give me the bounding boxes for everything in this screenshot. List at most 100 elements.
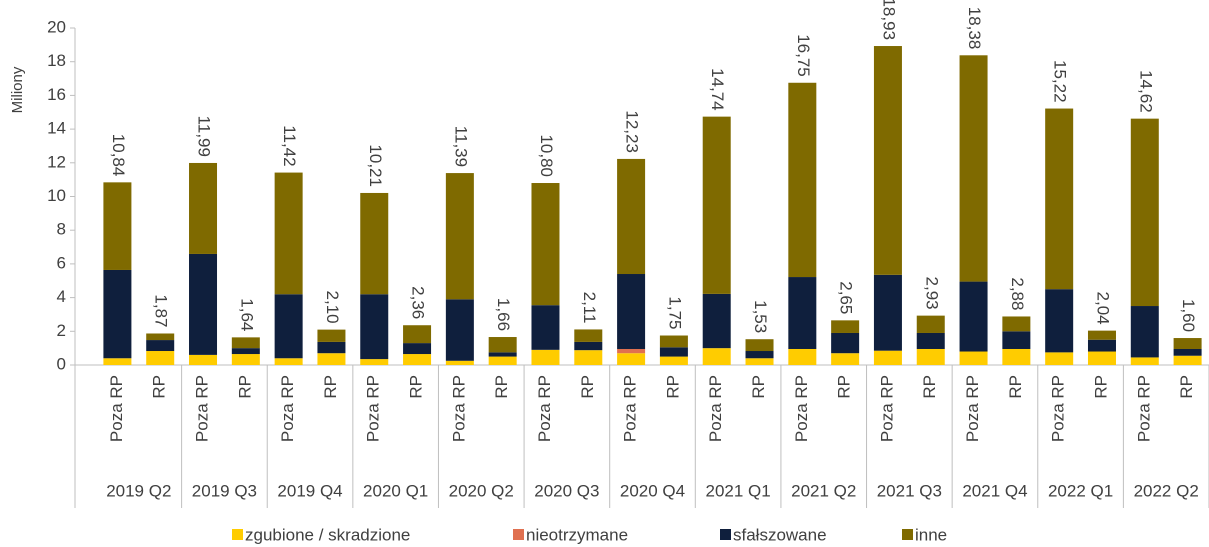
y-tick-label: 2 bbox=[57, 321, 66, 340]
total-label: 2,04 bbox=[1093, 292, 1112, 325]
bar-segment bbox=[659, 335, 688, 348]
bar-segment bbox=[274, 294, 303, 359]
bar-segment bbox=[488, 352, 517, 357]
total-label: 1,75 bbox=[665, 296, 684, 329]
bar-segment bbox=[831, 332, 860, 354]
bar-segment bbox=[702, 348, 731, 365]
legend-label: sfałszowane bbox=[733, 525, 827, 544]
bar-segment bbox=[745, 351, 774, 359]
bar-segment bbox=[1087, 339, 1116, 352]
total-label: 14,74 bbox=[708, 68, 727, 111]
bar-segment bbox=[1173, 348, 1202, 356]
y-tick-label: 0 bbox=[57, 354, 66, 373]
total-label: 11,42 bbox=[280, 125, 299, 166]
x-tick-label: RP bbox=[578, 375, 597, 399]
bar-segment bbox=[959, 55, 988, 282]
bar-segment bbox=[831, 320, 860, 333]
x-tick-label: Poza RP bbox=[278, 375, 297, 442]
bar-segment bbox=[445, 360, 474, 365]
bar-segment bbox=[103, 358, 132, 365]
y-axis-label: Miliony bbox=[9, 66, 26, 113]
bar-segment bbox=[1002, 331, 1031, 349]
x-tick-label: Poza RP bbox=[963, 375, 982, 442]
group-label: 2021 Q1 bbox=[705, 481, 770, 500]
bar-segment bbox=[831, 353, 860, 365]
y-tick-label: 6 bbox=[57, 253, 66, 272]
bar-segment bbox=[617, 353, 646, 365]
y-tick-label: 12 bbox=[47, 152, 66, 171]
group-label: 2021 Q2 bbox=[791, 481, 856, 500]
bar-segment bbox=[574, 329, 603, 342]
x-tick-label: Poza RP bbox=[535, 375, 554, 442]
x-tick-label: RP bbox=[150, 375, 169, 399]
bar-segment bbox=[1130, 357, 1159, 365]
group-label: 2021 Q3 bbox=[877, 481, 942, 500]
legend-swatch bbox=[902, 529, 913, 540]
bar-segment bbox=[788, 348, 817, 365]
y-tick-label: 14 bbox=[47, 119, 66, 138]
group-label: 2019 Q2 bbox=[106, 481, 171, 500]
group-label: 2020 Q4 bbox=[620, 481, 685, 500]
x-tick-label: RP bbox=[835, 375, 854, 399]
total-label: 2,11 bbox=[580, 292, 599, 324]
bar-segment bbox=[873, 46, 902, 275]
x-tick-label: Poza RP bbox=[193, 375, 212, 442]
x-tick-label: RP bbox=[407, 375, 426, 399]
x-tick-label: RP bbox=[1006, 375, 1025, 399]
bar-segment bbox=[617, 348, 646, 354]
group-label: 2022 Q2 bbox=[1134, 481, 1199, 500]
bar-segment bbox=[103, 269, 132, 359]
bar-segment bbox=[788, 277, 817, 349]
x-tick-label: RP bbox=[492, 375, 511, 399]
bar-segment bbox=[659, 347, 688, 357]
bar-segment bbox=[403, 343, 432, 355]
bar-segment bbox=[1087, 330, 1116, 340]
total-label: 2,93 bbox=[922, 277, 941, 310]
total-label: 11,99 bbox=[195, 116, 214, 157]
total-label: 1,66 bbox=[494, 298, 513, 331]
bar-segment bbox=[873, 350, 902, 365]
bar-segment bbox=[231, 337, 260, 349]
bar-segment bbox=[1173, 355, 1202, 365]
bar-segment bbox=[1173, 338, 1202, 349]
group-label: 2020 Q1 bbox=[363, 481, 428, 500]
bar-segment bbox=[231, 354, 260, 365]
total-label: 2,65 bbox=[837, 281, 856, 314]
total-label: 10,80 bbox=[537, 134, 556, 177]
bar-segment bbox=[617, 158, 646, 275]
bar-segment bbox=[274, 172, 303, 295]
total-label: 2,36 bbox=[409, 286, 428, 319]
total-label: 18,93 bbox=[879, 0, 898, 40]
bar-segment bbox=[1087, 351, 1116, 365]
bar-segment bbox=[445, 299, 474, 361]
total-label: 2,10 bbox=[323, 291, 342, 324]
bar-segment bbox=[317, 341, 346, 354]
bar-segment bbox=[1045, 289, 1074, 353]
x-tick-label: RP bbox=[1091, 375, 1110, 399]
bar-segment bbox=[103, 182, 132, 270]
bar-segment bbox=[788, 82, 817, 278]
group-label: 2022 Q1 bbox=[1048, 481, 1113, 500]
x-tick-label: RP bbox=[235, 375, 254, 399]
bar-segment bbox=[274, 358, 303, 365]
x-tick-label: RP bbox=[1177, 375, 1196, 399]
group-label: 2020 Q2 bbox=[449, 481, 514, 500]
y-tick-label: 20 bbox=[47, 17, 66, 36]
bar-segment bbox=[916, 332, 945, 349]
group-label: 2019 Q3 bbox=[192, 481, 257, 500]
bar-segment bbox=[403, 325, 432, 344]
bar-segment bbox=[189, 162, 218, 254]
legend-label: inne bbox=[915, 525, 947, 544]
total-label: 1,53 bbox=[751, 300, 770, 333]
bar-segment bbox=[488, 337, 517, 353]
bar-segment bbox=[574, 341, 603, 351]
bar-segment bbox=[531, 349, 560, 365]
bar-segment bbox=[531, 305, 560, 350]
bar-segment bbox=[317, 329, 346, 342]
legend-swatch bbox=[232, 529, 243, 540]
bar-segment bbox=[1045, 352, 1074, 365]
legend-label: zgubione / skradzione bbox=[245, 525, 410, 544]
total-label: 18,38 bbox=[965, 7, 984, 50]
group-label: 2020 Q3 bbox=[534, 481, 599, 500]
total-label: 11,39 bbox=[451, 126, 470, 167]
